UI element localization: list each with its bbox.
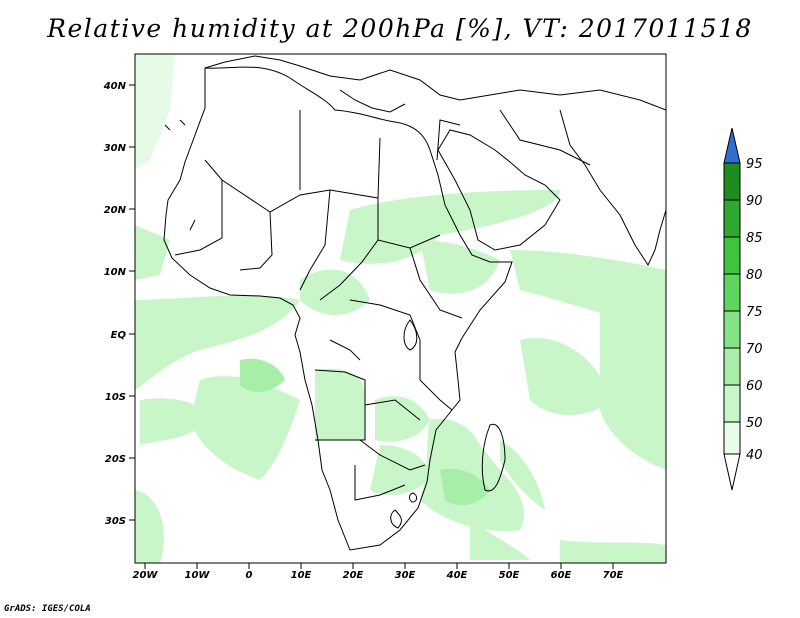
lat-label-20s: 20S <box>105 454 126 465</box>
latitude-axis: 40N 30N 20N 10N EQ 10S 20S 30S <box>103 81 135 527</box>
lon-label-50e: 50E <box>499 570 520 581</box>
colorbar-label-70: 70 <box>746 342 763 357</box>
colorbar-label-40: 40 <box>746 448 763 463</box>
colorbar-box <box>723 384 741 423</box>
colorbar-box <box>723 421 741 455</box>
lon-label-10e: 10E <box>291 570 312 581</box>
colorbar-box <box>723 310 741 349</box>
lat-label-eq: EQ <box>111 330 127 341</box>
colorbar-label-60: 60 <box>746 379 763 394</box>
colorbar-box <box>723 199 741 238</box>
colorbar-cap-bottom <box>723 453 741 491</box>
colorbar: 95 90 85 80 75 70 60 50 40 <box>723 127 763 491</box>
lon-label-20e: 20E <box>343 570 364 581</box>
colorbar-box <box>723 236 741 275</box>
colorbar-box <box>723 162 741 201</box>
colorbar-box <box>723 273 741 312</box>
lon-label-40e: 40E <box>446 570 468 581</box>
lon-label-10w: 10W <box>185 570 211 581</box>
colorbar-cap-top <box>723 127 741 164</box>
lat-label-10n: 10N <box>104 267 127 278</box>
lat-label-20n: 20N <box>104 205 127 216</box>
chart-title: Relative humidity at 200hPa [%], VT: 201… <box>47 14 753 43</box>
credit-text: GrADS: IGES/COLA <box>4 604 91 614</box>
lon-label-30e: 30E <box>395 570 416 581</box>
lon-label-0: 0 <box>246 570 253 581</box>
colorbar-label-85: 85 <box>746 231 763 246</box>
lat-label-30s: 30S <box>105 516 126 527</box>
coastlines <box>163 55 666 551</box>
humidity-field <box>135 54 666 563</box>
longitude-axis: 20W 10W 0 10E 20E 30E 40E 50E 60E 70E <box>133 563 624 581</box>
colorbar-label-80: 80 <box>746 268 763 283</box>
colorbar-box <box>723 347 741 386</box>
colorbar-label-75: 75 <box>746 305 763 320</box>
colorbar-label-95: 95 <box>746 157 763 172</box>
lat-label-40n: 40N <box>103 81 127 92</box>
plot-frame <box>134 53 667 564</box>
lat-label-10s: 10S <box>105 392 126 403</box>
lon-label-20w: 20W <box>133 570 159 581</box>
lat-label-30n: 30N <box>104 143 127 154</box>
colorbar-label-90: 90 <box>746 194 763 209</box>
lon-label-60e: 60E <box>551 570 572 581</box>
colorbar-label-50: 50 <box>746 416 763 431</box>
lon-label-70e: 70E <box>603 570 624 581</box>
